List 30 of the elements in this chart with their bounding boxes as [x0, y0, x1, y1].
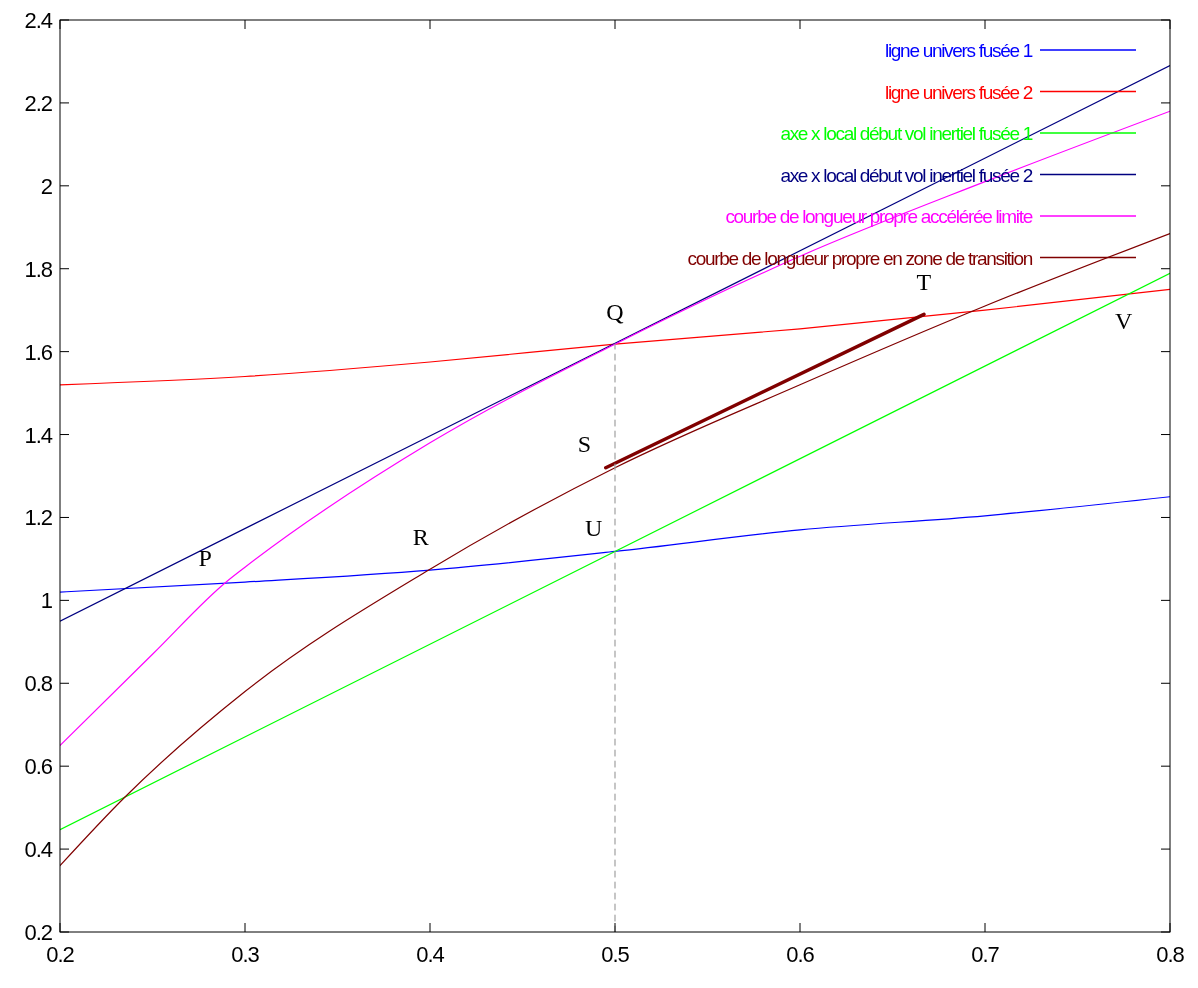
- line-series: [60, 288, 1170, 386]
- annotation: U: [585, 514, 603, 541]
- y-tick-label: 0.2: [24, 920, 53, 945]
- x-tick-label: 0.8: [1156, 942, 1185, 967]
- y-tick-label: 1.2: [24, 505, 53, 531]
- line-series: [60, 496, 1170, 593]
- x-tick-label: 0.5: [601, 942, 630, 967]
- annotation: T: [916, 268, 932, 295]
- x-tick-label: 0.7: [971, 942, 1000, 967]
- x-tick-label: 0.3: [231, 942, 260, 967]
- annotation: V: [1115, 308, 1134, 335]
- y-tick-label: 1.6: [24, 339, 53, 365]
- y-tick-label: 0.6: [24, 754, 53, 780]
- y-tick-label: 2.2: [24, 90, 53, 116]
- y-tick-label: 0.4: [24, 837, 53, 863]
- line-series: [60, 110, 1170, 747]
- x-tick-label: 0.6: [786, 942, 815, 967]
- y-tick-label: 1.8: [24, 256, 53, 282]
- annotation: Q: [606, 298, 624, 325]
- annotation: R: [412, 523, 429, 550]
- annotation: S: [577, 431, 592, 458]
- y-tick-label: 2: [40, 173, 53, 199]
- text: ligne univers fusée 2: [885, 81, 1033, 103]
- x-tick-label: 0.4: [416, 942, 445, 967]
- annotation: P: [198, 545, 212, 572]
- y-tick-label: 2.4: [24, 8, 53, 33]
- y-tick-label: 0.8: [24, 671, 53, 697]
- y-tick-label: 1: [40, 588, 53, 614]
- text: ligne univers fusée 1: [885, 40, 1033, 61]
- y-tick-label: 1.4: [24, 422, 53, 448]
